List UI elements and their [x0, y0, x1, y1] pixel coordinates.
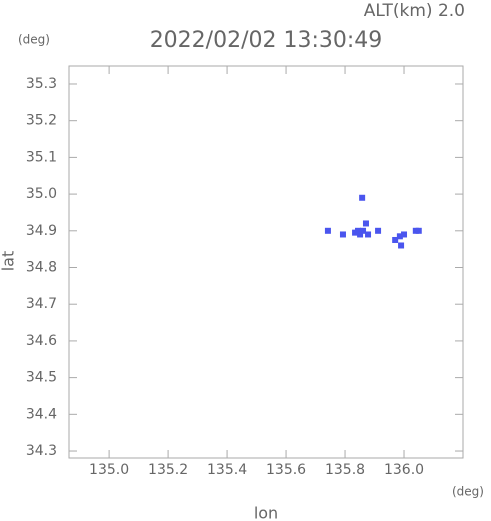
- x-tick-label: 135.6: [266, 462, 306, 478]
- y-tick-label: 35.0: [26, 186, 57, 202]
- y-tick-label: 35.2: [26, 113, 57, 129]
- echo-point: [375, 227, 382, 234]
- x-tick-label: 136.0: [384, 462, 424, 478]
- y-unit: (deg): [18, 33, 50, 47]
- echo-point: [392, 236, 399, 243]
- echo-point: [357, 231, 364, 238]
- echo-point: [362, 220, 369, 227]
- echo-point: [352, 229, 359, 236]
- echo-point: [324, 227, 331, 234]
- y-tick-label: 35.3: [26, 76, 57, 92]
- y-tick-label: 35.1: [26, 149, 57, 165]
- y-axis-label: lat: [0, 251, 18, 272]
- y-tick-label: 34.4: [26, 406, 57, 422]
- x-tick-label: 135.2: [148, 462, 188, 478]
- y-tick-label: 34.8: [26, 260, 57, 276]
- subtitle: ALT(km) 2.0: [364, 1, 465, 21]
- echo-point: [339, 231, 346, 238]
- y-tick-label: 34.3: [26, 443, 57, 459]
- x-axis-label: lon: [254, 504, 278, 521]
- plot-frame: [68, 65, 464, 459]
- echo-point: [359, 194, 366, 201]
- y-tick-label: 34.9: [26, 223, 57, 239]
- x-tick-label: 135.0: [89, 462, 129, 478]
- echo-point: [365, 231, 372, 238]
- x-unit: (deg): [452, 485, 484, 499]
- echo-point: [415, 227, 422, 234]
- x-tick-label: 135.8: [325, 462, 365, 478]
- echo-point: [396, 233, 403, 240]
- x-tick-label: 135.4: [207, 462, 247, 478]
- y-tick-label: 34.7: [26, 296, 57, 312]
- y-tick-label: 34.5: [26, 370, 57, 386]
- echo-point: [360, 227, 367, 234]
- echo-point: [398, 242, 405, 249]
- y-tick-label: 34.6: [26, 333, 57, 349]
- chart-title: 2022/02/02 13:30:49: [150, 28, 383, 53]
- echo-point: [401, 231, 408, 238]
